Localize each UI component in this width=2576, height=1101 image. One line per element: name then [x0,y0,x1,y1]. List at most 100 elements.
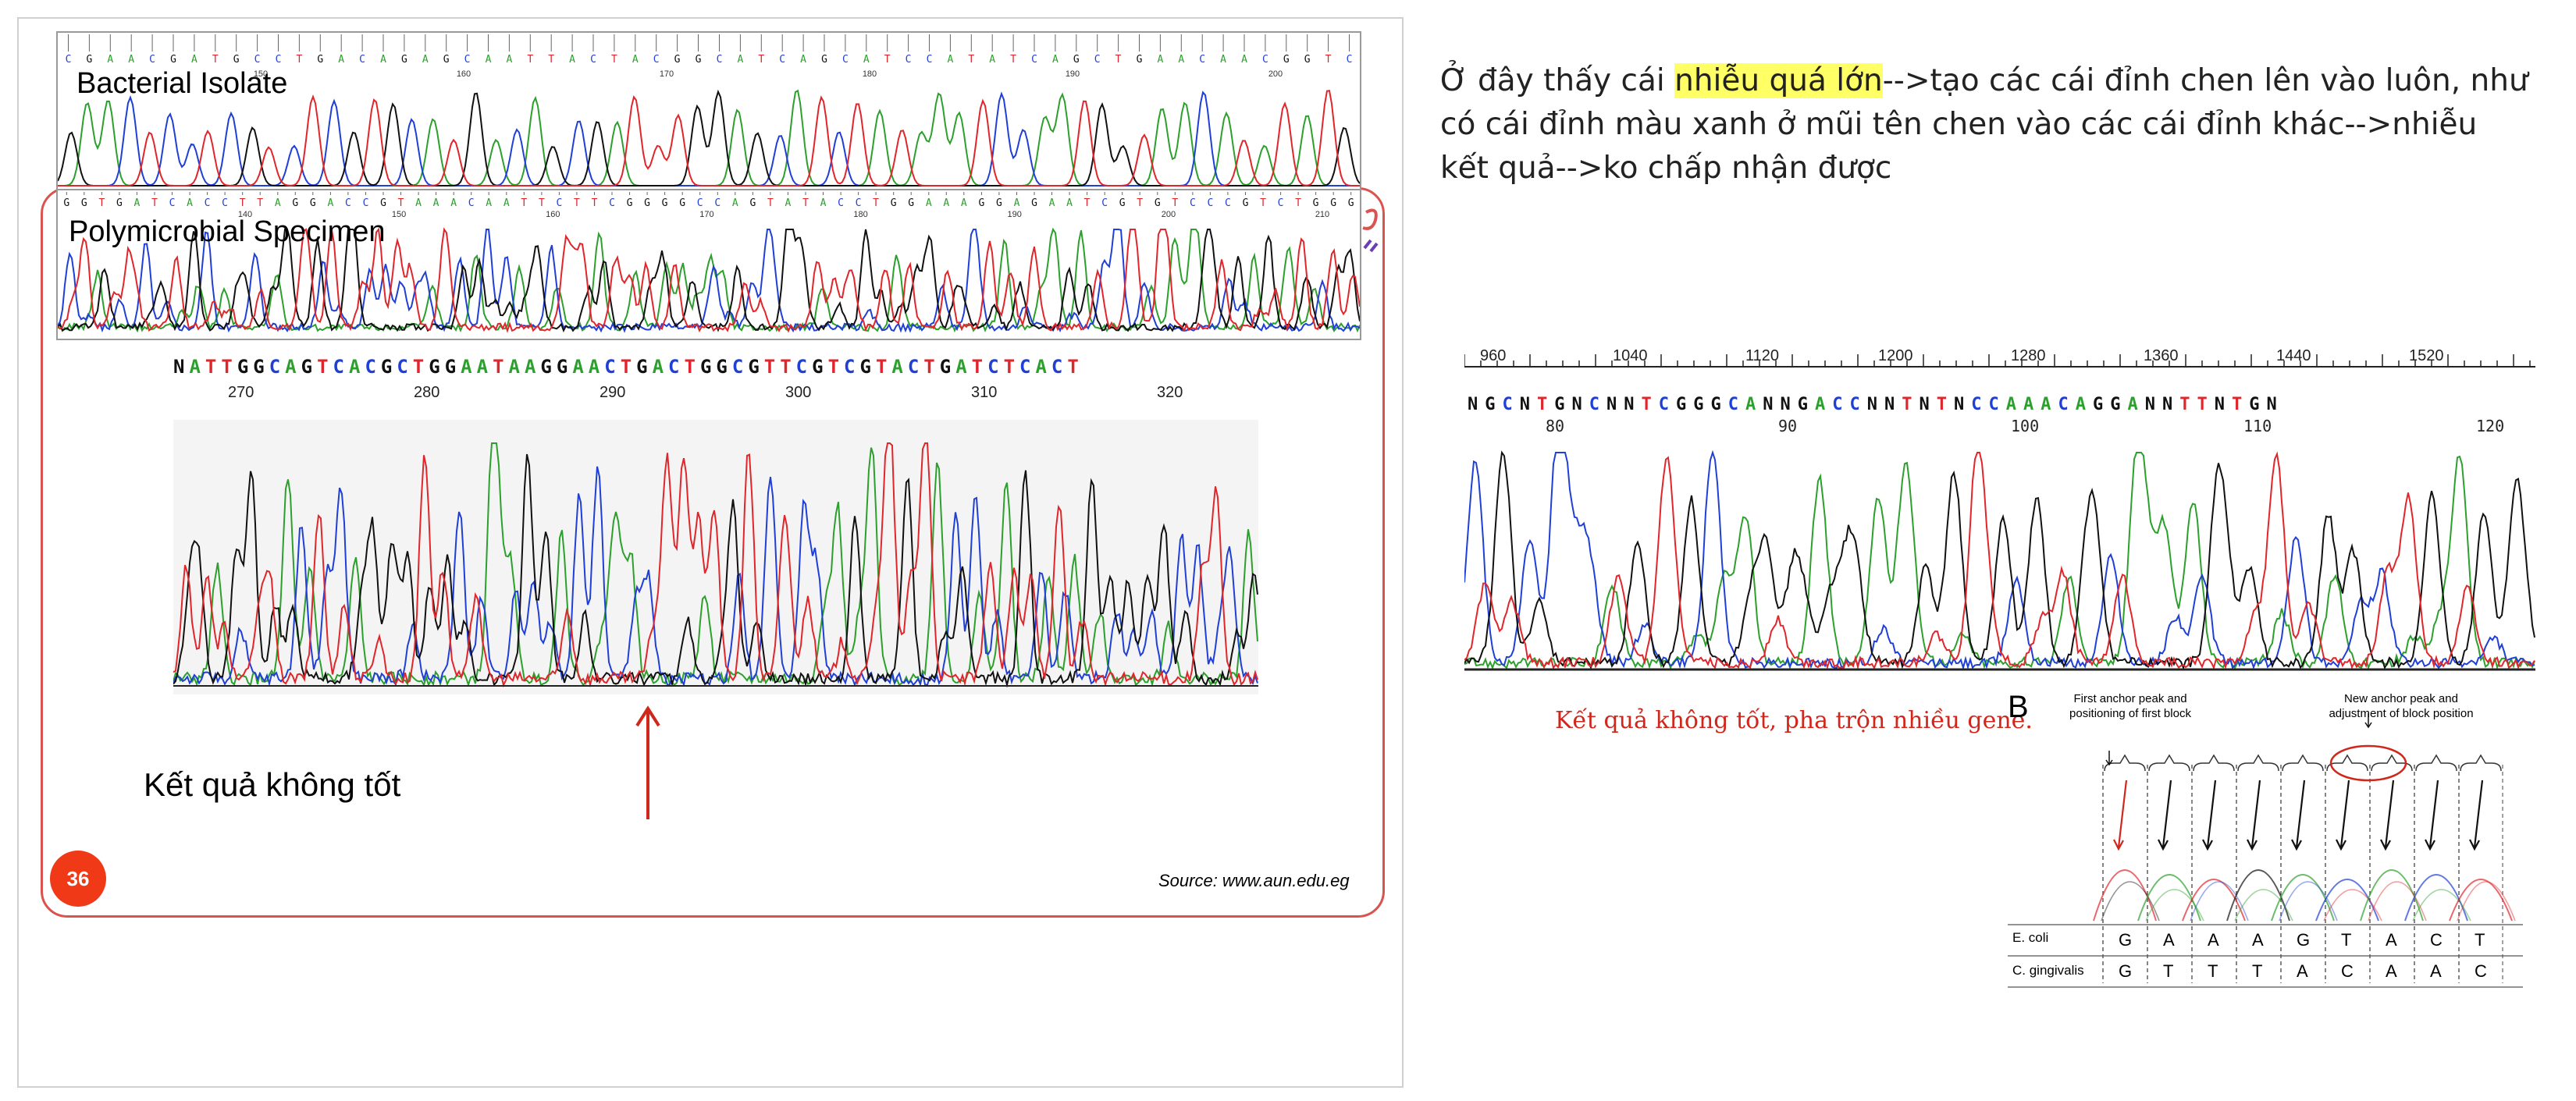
panel-b-peak [2145,889,2204,922]
right-seq-base: G [1676,395,1694,414]
top-seq-base: A [107,54,113,66]
top-seq-base: G [401,54,407,66]
right-seq-base: C [1502,395,1520,414]
right-seq-base: T [1902,395,1920,414]
panel-b-diagram [2008,713,2523,988]
right-seq-base: C [1658,395,1676,414]
top-seq-base: A [1178,54,1184,66]
top-tick-label: 200 [1268,69,1283,79]
mid-trace-G [58,229,1360,332]
panel-b-peak [2226,869,2290,922]
panel-b-row1-base: A [2208,930,2219,950]
right-seq-base: T [1936,395,1954,414]
right-seq-tick-label: 100 [2011,417,2040,435]
panel-b-peak [2404,874,2468,922]
right-seq-base: T [1641,395,1659,414]
panel-b-peak [2279,881,2338,922]
center-seq-base: G [301,356,318,378]
panel-b-row2-base: T [2163,961,2174,981]
top-seq-base: G [1283,54,1290,66]
top-seq-base: A [1220,54,1226,66]
center-tick-label: 320 [1157,384,1183,401]
mid-seq-base: C [856,197,862,209]
panel-b-bracket [2415,754,2457,772]
center-trace-C [173,466,1258,687]
top-seq-base: A [422,54,429,66]
right-seq-base: G [1710,395,1728,414]
panel-b-arrow [2380,780,2395,851]
top-seq-base: T [527,54,533,66]
scribble-mark-icon [1362,208,1379,253]
center-seq-base: T [620,356,637,378]
right-seq-base: T [2232,395,2250,414]
right-seq-base: N [2214,395,2232,414]
top-seq-base: C [1031,54,1037,66]
right-trace-C [1464,449,2535,671]
panel-b-bracket [2237,754,2279,772]
center-tick-label: 270 [228,384,254,401]
panel-b-row1-base: T [2475,930,2485,950]
mid-seq-base: A [133,197,140,209]
right-seq-base: G [1797,395,1815,414]
panel-b-note-arrow [2105,751,2113,766]
top-seq-base: A [506,54,512,66]
mid-seq-base: G [380,197,386,209]
panel-b-row2-base: A [2430,961,2442,981]
mid-tick-label: 140 [238,210,252,219]
panel-b-row2-base: A [2386,961,2397,981]
top-seq-base: G [1137,54,1143,66]
top-seq-base: G [233,54,240,66]
center-seq-base: C [844,356,860,378]
mid-seq-base: T [873,197,879,209]
top-seq-base: T [1325,54,1332,66]
top-tick-label: 190 [1066,69,1080,79]
mid-trace-A [58,227,1360,333]
center-seq-base: G [556,356,573,378]
top-seq-base: A [569,54,575,66]
mid-seq-base: C [169,197,176,209]
mid-seq-base: G [1330,197,1336,209]
right-seq-base: A [2075,395,2093,414]
center-seq-base: G [748,356,764,378]
mid-seq-base: C [609,197,615,209]
mid-seq-base: A [503,197,510,209]
mid-seq-base: G [1119,197,1126,209]
top-seq-base: T [968,54,974,66]
center-trace [173,442,1258,688]
top-seq-base: C [842,54,849,66]
center-seq-base: N [173,356,190,378]
slide-number-badge: 36 [50,851,106,907]
center-seq-base: A [348,356,365,378]
top-seq-base: G [674,54,681,66]
right-seq-base: C [1832,395,1850,414]
center-seq-base: A [461,356,477,378]
center-seq-base: G [636,356,653,378]
panel-b-bracket [2193,754,2235,772]
top-seq-base: G [1073,54,1080,66]
top-seq-base: T [212,54,219,66]
top-seq-base: T [611,54,617,66]
mid-seq-base: A [1066,197,1073,209]
panel-b-row2-label: C. gingivalis [2012,963,2084,978]
panel-b-peak [2368,881,2427,922]
center-seq-base: C [668,356,685,378]
center-seq-base: C [269,356,286,378]
mid-seq-base: G [1313,197,1319,209]
mid-seq-base: G [908,197,914,209]
right-seq-base: N [2162,395,2180,414]
right-chromatogram: 960 1040 1120 1200 1280 1360 1440 1520 NGCNTGNC… [1464,343,2535,679]
panel-b-peak [2101,881,2160,922]
top-seq-base: A [338,54,344,66]
right-trace-T [1464,451,2535,670]
mid-seq-base: A [433,197,439,209]
top-seq-base: G [696,54,702,66]
panel-b-note-arrow [2364,713,2372,729]
right-seq-tick-label: 80 [1546,417,1565,435]
mid-tick-label: 150 [392,210,406,219]
mid-seq-base: C [556,197,562,209]
right-seq-base: N [2144,395,2162,414]
mid-seq-base: G [679,197,685,209]
right-seq-tick-label: 120 [2476,417,2505,435]
top-seq-base: T [548,54,554,66]
panel-b-row1-label: E. coli [2012,930,2049,945]
